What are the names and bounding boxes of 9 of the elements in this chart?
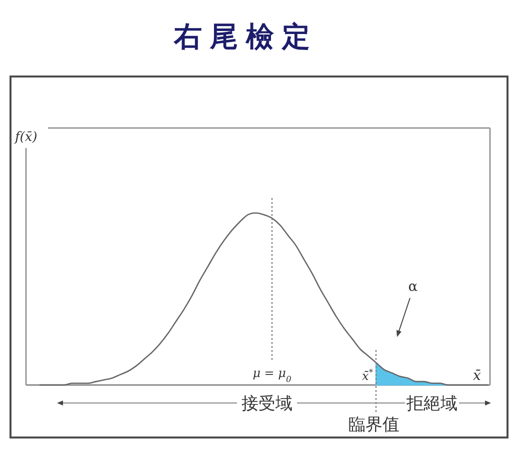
text: 接受域 (242, 394, 292, 414)
x-axis-title: x̄ (473, 368, 482, 384)
annotation: x̄$^{*}$ (362, 367, 374, 383)
text: 拒絕域 (406, 394, 458, 414)
annotation: μ = μ$_{0}$ (252, 366, 292, 384)
text: f(x̄) (14, 130, 38, 145)
annotation: α (408, 279, 418, 295)
chart-title: 右尾檢定 (173, 20, 318, 53)
text: 臨界值 (348, 415, 400, 435)
